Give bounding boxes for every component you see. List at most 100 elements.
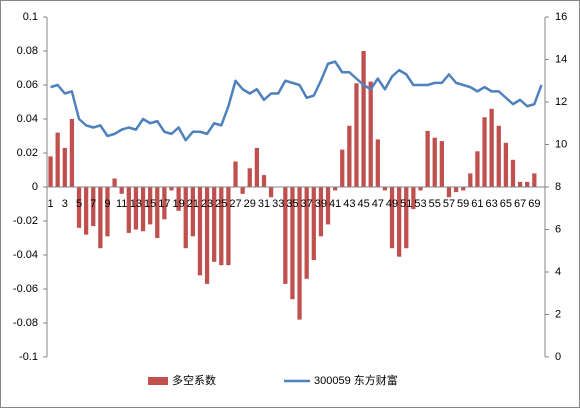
- bar: [197, 187, 203, 276]
- bar: [432, 137, 437, 187]
- bar: [375, 139, 380, 187]
- bar: [318, 187, 324, 237]
- y-tick-label: -0.06: [13, 283, 38, 295]
- bar: [155, 187, 160, 238]
- bar: [233, 161, 238, 187]
- y-tick-label: -0.02: [13, 215, 38, 227]
- x-tick-label: 25: [215, 198, 227, 210]
- bar: [290, 187, 295, 300]
- bar: [55, 132, 60, 187]
- bar: [247, 168, 252, 187]
- bar: [212, 187, 217, 262]
- x-tick-label: 27: [229, 198, 241, 210]
- x-tick-label: 45: [357, 198, 369, 210]
- x-tick-label: 53: [414, 198, 426, 210]
- bar: [190, 187, 195, 237]
- x-tick-label: 5: [76, 198, 82, 210]
- x-tick-label: 37: [301, 198, 313, 210]
- x-tick-label: 55: [429, 198, 441, 210]
- x-tick-label: 33: [272, 198, 284, 210]
- y2-tick-label: 8: [555, 181, 561, 193]
- y-tick-label: 0.02: [17, 147, 38, 159]
- x-tick-label: 43: [343, 198, 355, 210]
- bar: [368, 81, 373, 187]
- bar: [325, 187, 331, 225]
- bar: [347, 125, 352, 187]
- x-tick-label: 47: [372, 198, 384, 210]
- bar: [268, 187, 274, 198]
- bar: [226, 187, 231, 266]
- bar: [176, 187, 181, 211]
- y-tick-label: 0.08: [17, 45, 38, 57]
- x-tick-label: 35: [286, 198, 298, 210]
- x-tick-label: 69: [528, 198, 540, 210]
- x-tick-label: 63: [486, 198, 498, 210]
- y2-tick-label: 0: [555, 351, 561, 363]
- bar: [112, 178, 117, 187]
- bar: [91, 187, 96, 227]
- bar: [62, 147, 67, 187]
- y-tick-label: -0.08: [13, 317, 38, 329]
- bar: [418, 187, 423, 191]
- bar: [76, 187, 82, 228]
- bar: [83, 187, 89, 235]
- x-tick-label: 59: [457, 198, 469, 210]
- x-tick-label: 1: [47, 198, 53, 210]
- bar: [98, 187, 103, 249]
- y-tick-label: -0.04: [13, 249, 38, 261]
- bar: [183, 187, 188, 249]
- x-tick-label: 41: [329, 198, 341, 210]
- y-tick-label: 0.06: [17, 79, 38, 91]
- bar: [482, 117, 487, 187]
- bar: [148, 187, 153, 225]
- bar: [126, 187, 131, 233]
- x-tick-label: 17: [158, 198, 170, 210]
- bar: [510, 159, 516, 187]
- bar: [525, 181, 530, 187]
- y2-tick-label: 2: [555, 308, 561, 320]
- y2-tick-label: 14: [555, 53, 567, 65]
- bar: [397, 187, 402, 257]
- x-tick-label: 31: [258, 198, 270, 210]
- bar: [162, 187, 167, 220]
- y2-tick-label: 12: [555, 96, 567, 108]
- x-tick-label: 3: [62, 198, 68, 210]
- bar: [340, 149, 345, 187]
- bar: [261, 175, 267, 187]
- y-tick-label: -0.1: [19, 351, 38, 363]
- bar: [133, 187, 139, 230]
- bar: [48, 156, 53, 187]
- x-tick-label: 7: [90, 198, 96, 210]
- y-tick-label: 0.04: [17, 113, 38, 125]
- bar: [361, 51, 366, 187]
- x-tick-label: 23: [201, 198, 213, 210]
- x-tick-label: 67: [514, 198, 526, 210]
- x-tick-label: 11: [116, 198, 127, 210]
- bar: [475, 151, 480, 187]
- x-tick-label: 13: [130, 198, 142, 210]
- bar: [439, 141, 444, 187]
- x-tick-label: 15: [144, 198, 156, 210]
- bar: [332, 187, 338, 191]
- bar: [69, 119, 75, 187]
- bar: [517, 181, 523, 187]
- bar: [453, 187, 459, 193]
- legend-swatch: [148, 377, 168, 385]
- bar: [119, 187, 124, 194]
- bar: [140, 187, 146, 232]
- bar: [404, 187, 409, 249]
- x-tick-label: 19: [172, 198, 184, 210]
- bar: [425, 130, 430, 187]
- legend-label: 多空系数: [172, 373, 216, 387]
- bar: [297, 187, 302, 320]
- y-tick-label: 0.1: [23, 11, 38, 23]
- line: [50, 60, 543, 142]
- bar: [503, 142, 509, 187]
- x-tick-label: 61: [471, 198, 483, 210]
- bar: [489, 108, 494, 187]
- x-tick-label: 65: [500, 198, 512, 210]
- bar: [169, 187, 174, 191]
- bar: [304, 187, 309, 279]
- y2-tick-label: 16: [555, 11, 567, 23]
